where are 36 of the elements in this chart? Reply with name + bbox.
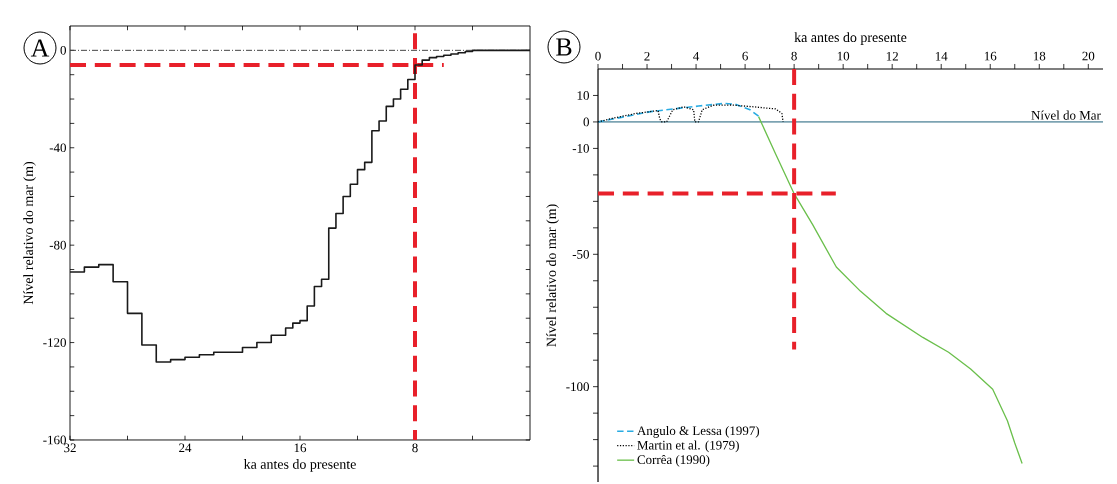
x-tick-label: 8 [412,443,418,453]
x-tick-label: 20 [1082,51,1095,61]
legend-label: Angulo & Lessa (1997) [637,425,760,438]
legend-label: Martin et al. (1979) [637,440,739,453]
x-tick-label: 4 [693,51,700,61]
x-tick-label: 2 [644,51,650,61]
x-tick-label: 32 [64,443,76,453]
x-tick-label: 10 [837,51,850,61]
legend-label: Corrêa (1990) [637,454,710,467]
y-tick-label: -120 [43,338,66,347]
y-tick-label: 0 [583,117,589,127]
x-tick-label: 16 [984,51,997,61]
y-axis-title: Nível relativo do mar (m) [546,204,559,347]
y-tick-label: -10 [572,144,589,153]
x-tick-label: 12 [886,51,898,61]
y-tick-label: -100 [566,382,589,392]
y-tick-label: -80 [49,240,66,250]
x-tick-label: 8 [791,51,797,61]
line-series [757,115,1023,465]
y-tick-label: -50 [572,249,589,259]
y-axis-title: Nível relativo do mar (m) [23,161,36,305]
line-series [598,102,762,123]
x-axis-title: ka antes do presente [794,32,907,45]
x-tick-label: 18 [1033,51,1046,61]
text: A [30,39,50,57]
text: B [556,38,572,56]
y-tick-label: -160 [43,435,66,445]
ref-line-label: Nível do Mar [1031,110,1101,120]
x-axis-title: ka antes do presente [243,459,356,472]
y-tick-label: -40 [49,143,66,153]
y-tick-label: 10 [577,91,589,100]
x-tick-label: 0 [595,51,601,61]
x-tick-label: 24 [179,443,192,453]
x-tick-label: 16 [294,443,307,453]
x-tick-label: 6 [742,51,748,61]
x-tick-label: 14 [935,51,948,61]
